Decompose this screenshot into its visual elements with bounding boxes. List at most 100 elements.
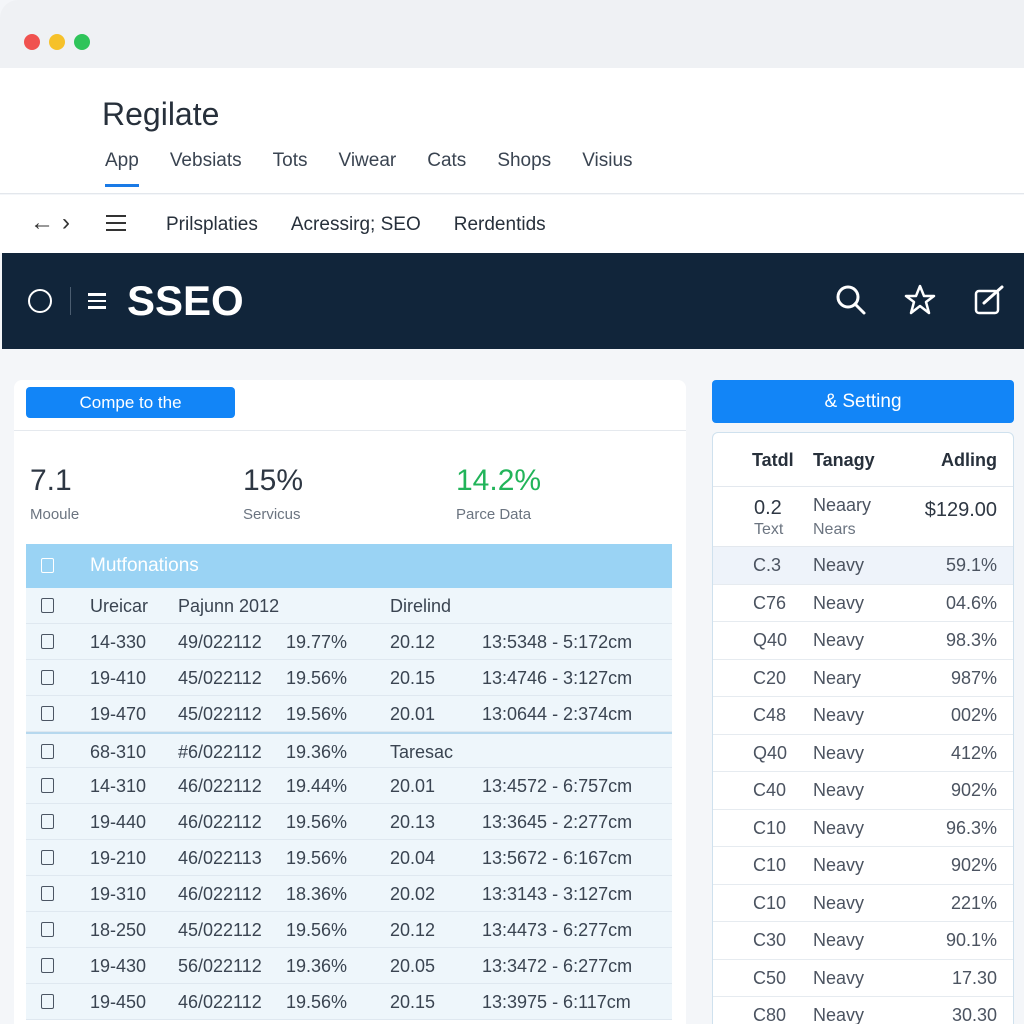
edit-icon[interactable]	[972, 283, 1006, 317]
menu-icon[interactable]	[106, 215, 126, 231]
star-icon[interactable]	[903, 283, 937, 317]
table-row[interactable]: 0.2 Text Neaary Nears $129.00	[713, 487, 1013, 547]
table-cell: Neavy	[813, 855, 865, 875]
table-cell: #6/022112	[178, 742, 262, 762]
table-row[interactable]: 68-310 #6/022112 19.36% Taresac	[26, 732, 672, 768]
table-row[interactable]: 14-310 46/022112 19.44% 20.01 13:4572 - 6:75…	[26, 768, 672, 804]
data-table: Mutfonations Ureicar Pajunn 2012 Direlind 1…	[26, 544, 672, 1020]
breadcrumb-item[interactable]: Rerdentids	[453, 214, 546, 235]
table-cell: 46/022113	[178, 848, 262, 868]
table-cell: 19-430	[90, 956, 147, 976]
table-row[interactable]: C76 Neavy 04.6%	[713, 585, 1013, 622]
table-cell: 19.44%	[286, 776, 348, 796]
breadcrumb-item[interactable]: Acressirg; SEO	[290, 214, 421, 235]
table-cell: 412%	[950, 742, 997, 763]
breadcrumb: Prilsplaties Acressirg; SEO Rerdentids	[166, 214, 579, 236]
table-cell: 13:3143 - 3:127cm	[482, 884, 633, 904]
menu-icon[interactable]	[88, 293, 106, 313]
tab-0[interactable]: App	[105, 150, 139, 187]
table-row[interactable]: Q40 Neavy 412%	[713, 735, 1013, 772]
table-cell: C76	[753, 592, 787, 613]
table-row[interactable]: C.3 Neavy 59.1%	[713, 547, 1013, 585]
side-table-header: Tatdl Tanagy Adling	[713, 433, 1013, 487]
table-row[interactable]: C40 Neavy 902%	[713, 772, 1013, 810]
tab-4[interactable]: Cats	[427, 150, 467, 171]
table-row[interactable]: C30 Neavy 90.1%	[713, 922, 1013, 960]
table-cell: 20.01	[390, 704, 436, 724]
table-cell: 13:3472 - 6:277cm	[482, 956, 633, 976]
document-icon	[41, 598, 54, 613]
primary-action-button[interactable]: Compe to the	[26, 387, 235, 418]
table-cell: Ureicar	[90, 596, 149, 616]
app-title: Regilate	[102, 96, 220, 132]
table-cell: 18-250	[90, 920, 147, 940]
table-cell: 19.56%	[286, 992, 348, 1012]
table-row[interactable]: 19-410 45/022112 19.56% 20.15 13:4746 - 3:12…	[26, 660, 672, 696]
arrow-left-icon[interactable]: ←	[30, 209, 54, 236]
table-cell: Q40	[753, 630, 788, 650]
table-cell: Neavy	[813, 967, 865, 988]
table-cell: 19-310	[90, 884, 147, 904]
brand-name: SSEO	[127, 277, 244, 324]
stat-label: Servicus	[243, 506, 301, 523]
setting-button[interactable]: & Setting	[712, 380, 1014, 423]
table-row[interactable]: C80 Neavy 30.30	[713, 997, 1013, 1024]
table-row[interactable]: C10 Neavy 221%	[713, 885, 1013, 922]
row-code: 0.2	[754, 497, 782, 519]
table-cell: 45/022112	[178, 668, 262, 688]
tab-3[interactable]: Viwear	[338, 150, 397, 171]
tab-6[interactable]: Visius	[582, 150, 633, 171]
table-cell: 20.12	[390, 920, 436, 940]
table-row[interactable]: C50 Neavy 17.30	[713, 960, 1013, 997]
column-header: Tanagy	[813, 450, 875, 470]
minimize-window-button[interactable]	[49, 34, 65, 50]
table-row[interactable]: 19-210 46/022113 19.56% 20.04 13:5672 - 6:16…	[26, 840, 672, 876]
table-row[interactable]: 19-440 46/022112 19.56% 20.13 13:3645 - 2:27…	[26, 804, 672, 840]
table-cell: 98.3%	[945, 630, 997, 650]
table-cell: 902%	[950, 780, 997, 800]
table-cell: Neavy	[813, 592, 865, 613]
table-cell: Neavy	[813, 817, 865, 838]
maximize-window-button[interactable]	[74, 34, 90, 50]
table-row[interactable]: C20 Neary 987%	[713, 660, 1013, 697]
table-cell: Pajunn 2012	[178, 596, 280, 616]
table-row[interactable]: 19-430 56/022112 19.36% 20.05 13:3472 - 6:27…	[26, 948, 672, 984]
table-cell: Neavy	[813, 1005, 865, 1024]
document-icon	[41, 670, 54, 685]
table-cell: 20.13	[390, 812, 436, 832]
row-name-sub: Nears	[813, 521, 856, 538]
table-row[interactable]: 19-470 45/022112 19.56% 20.01 13:0644 - 2:37…	[26, 696, 672, 732]
table-row[interactable]: C10 Neavy 96.3%	[713, 810, 1013, 847]
chevron-right-icon[interactable]: ›	[62, 209, 70, 236]
breadcrumb-item[interactable]: Prilsplaties	[166, 214, 258, 235]
table-cell: Taresac	[390, 742, 454, 762]
table-row[interactable]: Q40 Neavy 98.3%	[713, 622, 1013, 660]
tab-5[interactable]: Shops	[497, 150, 552, 171]
close-window-button[interactable]	[24, 34, 40, 50]
table-row[interactable]: 18-250 45/022112 19.56% 20.12 13:4473 - 6:27…	[26, 912, 672, 948]
table-cell: 46/022112	[178, 776, 262, 796]
table-row[interactable]: Ureicar Pajunn 2012 Direlind	[26, 588, 672, 624]
table-row[interactable]: 19-450 46/022112 19.56% 20.15 13:3975 - 6:11…	[26, 984, 672, 1020]
table-row[interactable]: C48 Neavy 002%	[713, 697, 1013, 735]
document-icon	[41, 850, 54, 865]
refresh-icon[interactable]	[28, 289, 52, 313]
search-icon[interactable]	[834, 283, 868, 317]
column-header: Tatdl	[752, 450, 794, 470]
tab-1[interactable]: Vebsiats	[169, 150, 242, 171]
table-cell: Neavy	[813, 705, 865, 725]
table-cell: C10	[753, 855, 787, 875]
table-row[interactable]: 14-330 49/022112 19.77% 20.12 13:5348 - 5:17…	[26, 624, 672, 660]
table-row[interactable]: 19-310 46/022112 18.36% 20.02 13:3143 - 3:12…	[26, 876, 672, 912]
table-cell: 13:4746 - 3:127cm	[482, 668, 633, 688]
document-icon	[41, 994, 54, 1009]
table-cell: 13:3975 - 6:117cm	[482, 992, 631, 1012]
table-cell: 20.15	[390, 992, 436, 1012]
table-cell: 19.36%	[286, 742, 348, 762]
table-cell: 19.56%	[286, 704, 348, 724]
table-row[interactable]: C10 Neavy 902%	[713, 847, 1013, 885]
table-cell: 14-330	[90, 632, 147, 652]
tab-2[interactable]: Tots	[272, 150, 308, 171]
table-cell: 19.36%	[286, 956, 348, 976]
table-cell: 19.77%	[286, 632, 348, 652]
